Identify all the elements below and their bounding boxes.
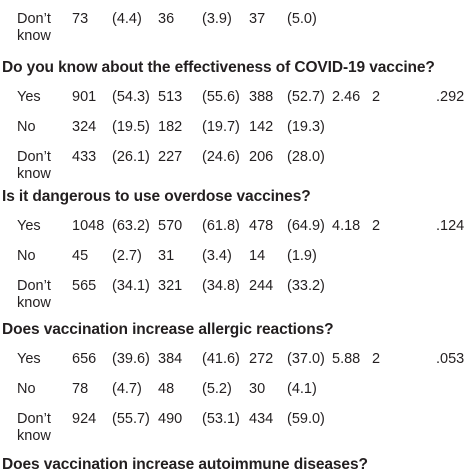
row-label-continued: know bbox=[17, 166, 51, 182]
group2-n-cell: 37 bbox=[249, 11, 266, 27]
total-pct-cell: (2.7) bbox=[112, 248, 142, 264]
df-cell: 2 bbox=[372, 351, 381, 367]
group1-pct-cell: (19.7) bbox=[202, 119, 240, 135]
group1-n-cell: 384 bbox=[158, 351, 183, 367]
row-label: No bbox=[17, 119, 36, 135]
p-value-cell: .292 bbox=[436, 89, 465, 105]
total-n-cell: 565 bbox=[72, 278, 97, 294]
chi-square-cell: 4.18 bbox=[332, 218, 361, 234]
group1-pct-cell: (3.9) bbox=[202, 11, 232, 27]
total-n-cell: 924 bbox=[72, 411, 97, 427]
question-heading: Does vaccination increase allergic react… bbox=[2, 321, 334, 338]
group2-n-cell: 388 bbox=[249, 89, 274, 105]
row-label: Don’t bbox=[17, 11, 51, 27]
total-pct-cell: (54.3) bbox=[112, 89, 150, 105]
total-n-cell: 1048 bbox=[72, 218, 105, 234]
group2-pct-cell: (52.7) bbox=[287, 89, 325, 105]
total-pct-cell: (4.4) bbox=[112, 11, 142, 27]
group1-n-cell: 513 bbox=[158, 89, 183, 105]
row-label-continued: know bbox=[17, 428, 51, 444]
group1-n-cell: 321 bbox=[158, 278, 183, 294]
group1-pct-cell: (5.2) bbox=[202, 381, 232, 397]
total-n-cell: 73 bbox=[72, 11, 89, 27]
row-label-continued: know bbox=[17, 295, 51, 311]
group2-pct-cell: (28.0) bbox=[287, 149, 325, 165]
df-cell: 2 bbox=[372, 218, 381, 234]
total-pct-cell: (26.1) bbox=[112, 149, 150, 165]
row-label: Don’t bbox=[17, 278, 51, 294]
row-label: Don’t bbox=[17, 411, 51, 427]
group2-n-cell: 244 bbox=[249, 278, 274, 294]
group2-pct-cell: (1.9) bbox=[287, 248, 317, 264]
df-cell: 2 bbox=[372, 89, 381, 105]
total-pct-cell: (63.2) bbox=[112, 218, 150, 234]
total-n-cell: 45 bbox=[72, 248, 89, 264]
total-n-cell: 324 bbox=[72, 119, 97, 135]
row-label-continued: know bbox=[17, 28, 51, 44]
group2-pct-cell: (37.0) bbox=[287, 351, 325, 367]
row-label: No bbox=[17, 248, 36, 264]
group2-n-cell: 272 bbox=[249, 351, 274, 367]
row-label: Yes bbox=[17, 89, 41, 105]
total-pct-cell: (34.1) bbox=[112, 278, 150, 294]
row-label: Yes bbox=[17, 218, 41, 234]
chi-square-cell: 5.88 bbox=[332, 351, 361, 367]
total-n-cell: 78 bbox=[72, 381, 89, 397]
p-value-cell: .053 bbox=[436, 351, 465, 367]
total-pct-cell: (39.6) bbox=[112, 351, 150, 367]
group1-n-cell: 31 bbox=[158, 248, 175, 264]
group2-n-cell: 434 bbox=[249, 411, 274, 427]
group2-pct-cell: (4.1) bbox=[287, 381, 317, 397]
total-n-cell: 656 bbox=[72, 351, 97, 367]
question-heading: Is it dangerous to use overdose vaccines… bbox=[2, 188, 311, 205]
group2-n-cell: 30 bbox=[249, 381, 266, 397]
group2-pct-cell: (5.0) bbox=[287, 11, 317, 27]
group1-pct-cell: (34.8) bbox=[202, 278, 240, 294]
row-label: Yes bbox=[17, 351, 41, 367]
question-heading: Do you know about the effectiveness of C… bbox=[2, 59, 435, 76]
row-label: Don’t bbox=[17, 149, 51, 165]
group1-pct-cell: (61.8) bbox=[202, 218, 240, 234]
group1-pct-cell: (41.6) bbox=[202, 351, 240, 367]
group2-pct-cell: (33.2) bbox=[287, 278, 325, 294]
group1-n-cell: 48 bbox=[158, 381, 175, 397]
group2-n-cell: 14 bbox=[249, 248, 266, 264]
group1-n-cell: 36 bbox=[158, 11, 175, 27]
group1-pct-cell: (53.1) bbox=[202, 411, 240, 427]
total-pct-cell: (4.7) bbox=[112, 381, 142, 397]
total-pct-cell: (55.7) bbox=[112, 411, 150, 427]
total-n-cell: 901 bbox=[72, 89, 97, 105]
group2-n-cell: 206 bbox=[249, 149, 274, 165]
group1-n-cell: 227 bbox=[158, 149, 183, 165]
question-heading: Does vaccination increase autoimmune dis… bbox=[2, 456, 368, 473]
group1-pct-cell: (55.6) bbox=[202, 89, 240, 105]
group1-n-cell: 490 bbox=[158, 411, 183, 427]
group2-pct-cell: (64.9) bbox=[287, 218, 325, 234]
chi-square-cell: 2.46 bbox=[332, 89, 361, 105]
group1-n-cell: 570 bbox=[158, 218, 183, 234]
group2-n-cell: 142 bbox=[249, 119, 274, 135]
total-n-cell: 433 bbox=[72, 149, 97, 165]
row-label: No bbox=[17, 381, 36, 397]
group2-pct-cell: (19.3) bbox=[287, 119, 325, 135]
group2-n-cell: 478 bbox=[249, 218, 274, 234]
group2-pct-cell: (59.0) bbox=[287, 411, 325, 427]
total-pct-cell: (19.5) bbox=[112, 119, 150, 135]
group1-n-cell: 182 bbox=[158, 119, 183, 135]
group1-pct-cell: (3.4) bbox=[202, 248, 232, 264]
p-value-cell: .124 bbox=[436, 218, 465, 234]
group1-pct-cell: (24.6) bbox=[202, 149, 240, 165]
